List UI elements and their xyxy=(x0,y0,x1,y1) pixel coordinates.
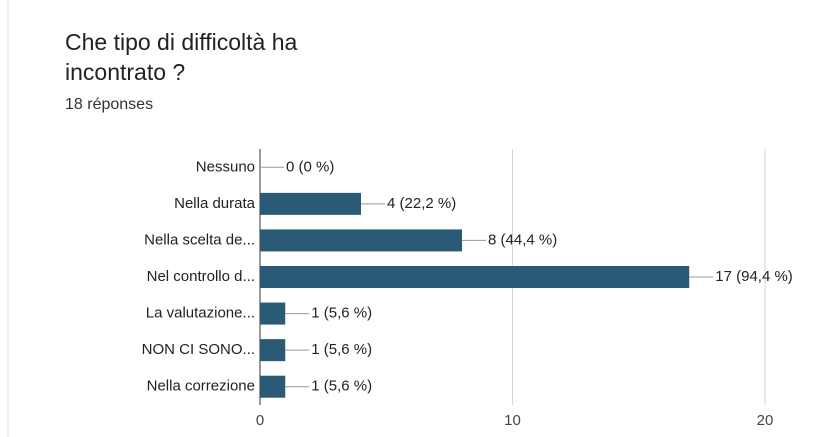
x-tick-label: 20 xyxy=(757,412,774,429)
chart-title: incontrato ? xyxy=(65,59,185,85)
data-label: 4 (22,2 %) xyxy=(387,195,456,212)
chart-subtitle: 18 réponses xyxy=(65,96,153,113)
x-tick-label: 0 xyxy=(256,412,264,429)
x-tick-label: 10 xyxy=(504,412,521,429)
bar xyxy=(260,339,286,362)
y-tick-label: Nella correzione xyxy=(147,378,255,395)
y-tick-label: Nessuno xyxy=(196,158,255,175)
y-tick-label: Nella durata xyxy=(174,195,256,212)
chart-title: Che tipo di difficoltà ha xyxy=(65,29,297,55)
data-label: 1 (5,6 %) xyxy=(311,341,372,358)
data-label: 8 (44,4 %) xyxy=(488,231,557,248)
data-label: 0 (0 %) xyxy=(286,158,334,175)
y-tick-label: NON CI SONO... xyxy=(142,341,255,358)
y-tick-label: Nel controllo d... xyxy=(147,268,255,285)
data-label: 1 (5,6 %) xyxy=(311,305,372,322)
bar xyxy=(260,229,462,252)
data-label: 1 (5,6 %) xyxy=(311,378,372,395)
data-label: 17 (94,4 %) xyxy=(715,268,793,285)
bar xyxy=(260,192,361,215)
y-tick-label: La valutazione... xyxy=(146,305,255,322)
y-tick-label: Nella scelta de... xyxy=(144,231,255,248)
bar xyxy=(260,266,690,288)
bar xyxy=(260,375,286,398)
bar xyxy=(260,302,286,325)
